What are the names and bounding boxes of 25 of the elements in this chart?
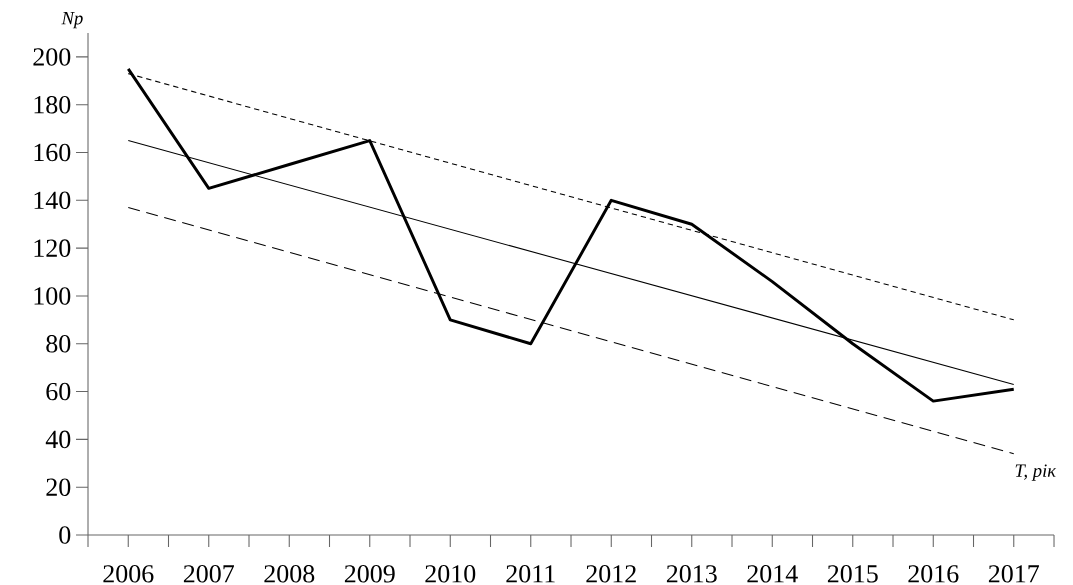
y-tick-label: 140 <box>34 191 71 210</box>
x-tick-label: 2009 <box>344 565 395 583</box>
y-tick-label: 60 <box>46 382 71 401</box>
y-tick-label: 80 <box>46 334 71 353</box>
x-tick-label: 2010 <box>425 565 476 583</box>
y-tick-label: 40 <box>45 430 71 449</box>
x-tick-label: 2014 <box>747 565 798 583</box>
x-tick-label: 2016 <box>908 565 959 583</box>
y-tick-label: 120 <box>34 239 71 257</box>
y-tick-label: 20 <box>46 478 71 496</box>
y-tick-label: 160 <box>34 143 71 162</box>
x-tick-label: 2008 <box>264 565 315 583</box>
y-tick-label: 0 <box>59 526 71 544</box>
x-tick-label: 2012 <box>586 565 636 583</box>
x-tick-label: 2011 <box>506 565 555 583</box>
x-tick-label: 2017 <box>988 565 1040 583</box>
y-axis-title: Np <box>61 12 83 29</box>
y-tick-label: 100 <box>34 287 71 305</box>
y-tick-label: 200 <box>33 48 71 66</box>
x-tick-label: 2007 <box>183 565 235 583</box>
x-tick-label: 2006 <box>103 565 154 583</box>
x-tick-label: 2015 <box>827 565 878 583</box>
x-tick-label: 2013 <box>666 565 717 583</box>
x-axis-title: T, рік <box>1015 464 1057 481</box>
y-tick-label: 180 <box>34 95 71 114</box>
